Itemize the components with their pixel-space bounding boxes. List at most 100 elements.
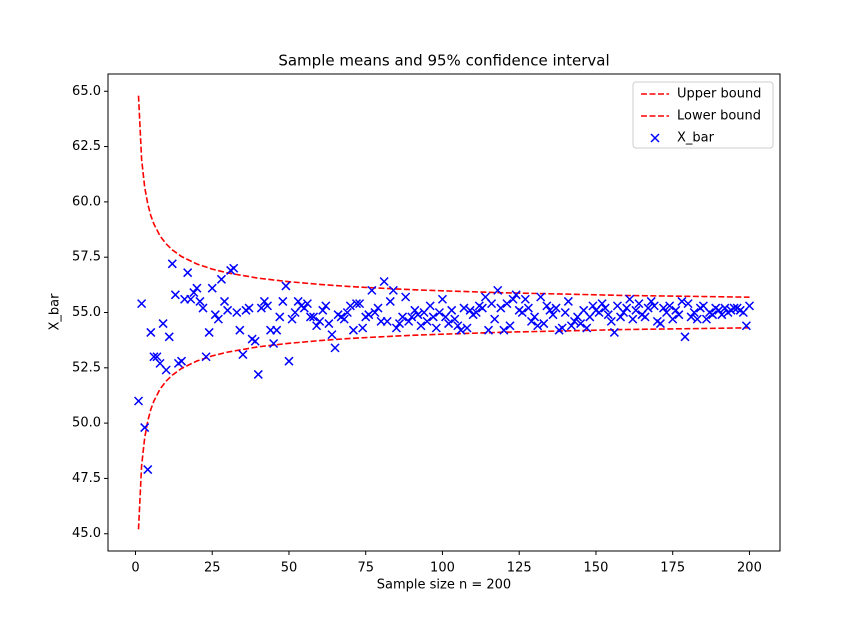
x-marker [490, 314, 500, 324]
x-marker [404, 316, 414, 326]
x-marker [447, 305, 457, 315]
x-stroke [594, 307, 604, 318]
x-marker [668, 314, 678, 324]
x-stroke [305, 312, 315, 322]
x-stroke [201, 352, 211, 362]
x-stroke [152, 352, 162, 362]
x-stroke [167, 259, 177, 269]
x-stroke [640, 312, 650, 322]
x-marker [523, 303, 533, 313]
x-marker [379, 276, 389, 287]
x-stroke [655, 319, 665, 329]
x-stroke [422, 316, 432, 326]
x-marker [625, 294, 635, 304]
y-tick-label: 50.0 [72, 416, 101, 431]
x-stroke [508, 294, 518, 304]
x-tick-label: 25 [204, 561, 221, 576]
x-stroke [210, 310, 220, 320]
x-marker [597, 299, 607, 309]
x-tick-label: 150 [584, 561, 609, 576]
x-marker [496, 303, 506, 313]
x-marker [275, 312, 285, 322]
x-marker [351, 299, 362, 309]
x-marker [526, 316, 537, 326]
x-stroke [308, 312, 319, 322]
legend-label: Lower bound [677, 109, 761, 124]
x-marker [256, 303, 266, 313]
x-marker [622, 303, 632, 313]
x-marker [511, 290, 521, 300]
x-marker [312, 321, 322, 331]
x-stroke [155, 358, 165, 368]
x-stroke [548, 310, 558, 320]
x-marker [170, 290, 180, 300]
x-stroke [493, 285, 503, 295]
x-marker [370, 307, 380, 318]
x-stroke [615, 312, 626, 322]
x-marker [744, 301, 754, 311]
x-stroke [560, 307, 570, 318]
x-marker [324, 319, 334, 329]
x-stroke [137, 299, 147, 309]
x-stroke [189, 288, 199, 298]
x-marker [576, 319, 586, 329]
x-stroke [677, 296, 687, 306]
x-marker [287, 314, 297, 324]
x-marker [674, 310, 684, 320]
x-stroke [612, 301, 622, 311]
x-stroke [302, 299, 312, 309]
x-stroke [161, 365, 171, 375]
x-marker [499, 325, 509, 335]
x-stroke [398, 312, 408, 322]
x-stroke [262, 301, 273, 311]
x-stroke [588, 301, 598, 311]
x-stroke [444, 319, 454, 329]
x-stroke [717, 310, 727, 320]
x-marker [235, 325, 245, 335]
x-stroke [410, 305, 420, 315]
x-stroke [634, 299, 644, 309]
x-stroke [272, 325, 282, 335]
x-stroke [741, 321, 751, 331]
x-marker [210, 310, 220, 320]
x-marker [407, 312, 417, 322]
x-stroke [299, 303, 309, 313]
x-marker [232, 307, 242, 318]
x-stroke [373, 303, 383, 313]
x-marker [708, 310, 718, 320]
x-stroke [471, 307, 481, 318]
x-marker [367, 285, 377, 295]
x-marker [219, 296, 230, 306]
x-stroke [140, 423, 150, 433]
x-marker [401, 292, 411, 302]
x-stroke [312, 321, 322, 331]
x-marker [284, 356, 294, 366]
bound-line [137, 327, 750, 530]
x-marker [477, 303, 487, 313]
x-stroke [324, 319, 334, 329]
x-stroke [195, 296, 205, 306]
x-marker [281, 281, 291, 291]
x-stroke [579, 305, 589, 315]
x-stroke [351, 299, 362, 309]
x-marker [594, 307, 604, 318]
x-marker [358, 323, 368, 333]
x-tick-label: 75 [357, 561, 374, 576]
x-marker [741, 321, 751, 331]
x-marker [272, 325, 282, 335]
x-stroke [566, 321, 576, 331]
x-marker [487, 299, 497, 309]
x-stroke [370, 307, 380, 318]
x-stroke [207, 283, 217, 293]
x-stroke [536, 292, 546, 302]
x-marker [330, 343, 340, 353]
x-stroke [533, 321, 543, 331]
x-marker [186, 294, 196, 304]
x-marker [609, 327, 619, 337]
x-marker [450, 314, 460, 324]
x-marker [413, 310, 423, 320]
x-marker [640, 312, 650, 322]
x-marker [434, 307, 444, 318]
x-marker [569, 316, 580, 326]
y-tick-label: 52.5 [72, 360, 101, 375]
